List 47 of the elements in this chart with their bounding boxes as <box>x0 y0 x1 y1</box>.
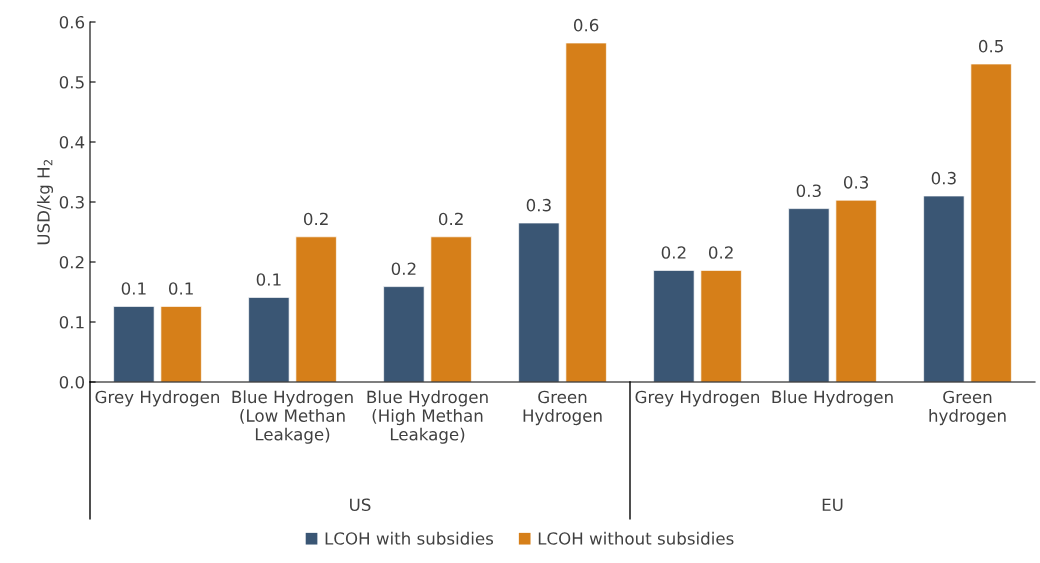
x-tick-label: Grey Hydrogen <box>635 390 760 407</box>
data-label: 0.3 <box>843 176 869 189</box>
bar <box>835 199 877 382</box>
x-tick-label: Green Hydrogen <box>523 390 602 426</box>
data-label: 0.3 <box>931 171 956 185</box>
y-tick-label: 0.4 <box>59 135 85 149</box>
data-label: 0.2 <box>438 212 463 226</box>
y-tick-label: 0.5 <box>59 75 84 89</box>
bar <box>970 63 1012 382</box>
y-tick-label: 0.0 <box>59 375 85 389</box>
x-tick-label: Grey Hydrogen <box>95 390 220 407</box>
legend-label: LCOH without subsidies <box>538 531 734 545</box>
bar <box>430 236 472 382</box>
data-label: 0.1 <box>121 282 146 295</box>
y-tick-label: 0.3 <box>59 195 84 209</box>
bar <box>248 297 290 382</box>
data-label: 0.6 <box>573 18 599 32</box>
data-label: 0.3 <box>796 184 821 198</box>
y-axis-title: USD/kg H$_{2}$ <box>36 159 54 245</box>
bar <box>653 270 695 382</box>
bar <box>518 222 560 382</box>
data-label: 0.2 <box>708 246 733 259</box>
data-label: 0.3 <box>526 198 551 212</box>
legend-label: LCOH with subsidies <box>325 531 494 545</box>
x-tick-label: Blue Hydrogen (Low Methan Leakage) <box>232 390 353 444</box>
data-label: 0.1 <box>256 273 281 286</box>
y-tick-label: 0.2 <box>59 255 84 269</box>
bar <box>923 195 965 382</box>
data-label: 0.2 <box>303 212 328 226</box>
data-label: 0.2 <box>391 262 416 276</box>
y-tick-label: 0.6 <box>59 15 85 29</box>
text: US <box>350 498 371 512</box>
bar <box>700 270 742 382</box>
bar <box>295 236 337 382</box>
bar <box>383 286 425 382</box>
text: EU <box>822 498 843 512</box>
bar <box>113 306 155 382</box>
x-tick-label: Blue Hydrogen (High Methan Leakage) <box>367 390 488 444</box>
y-tick-label: 0.1 <box>59 315 84 329</box>
x-tick-label: Green hydrogen <box>929 390 1006 426</box>
bar <box>565 42 607 382</box>
data-label: 0.5 <box>978 39 1003 53</box>
bar <box>788 208 830 382</box>
data-label: 0.2 <box>661 246 686 259</box>
data-label: 0.1 <box>168 282 193 295</box>
x-tick-label: Blue Hydrogen <box>772 390 893 407</box>
bar <box>160 306 202 382</box>
